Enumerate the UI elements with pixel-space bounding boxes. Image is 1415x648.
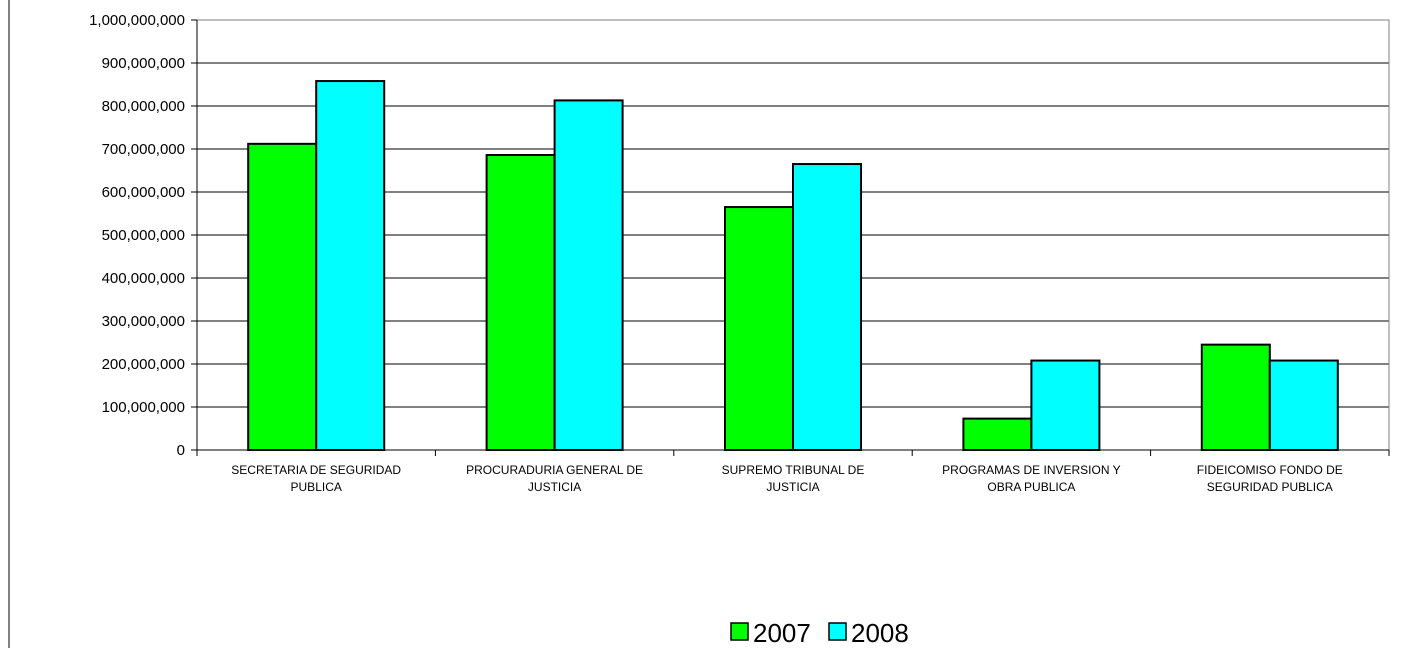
legend-label-2007: 2007	[753, 618, 811, 648]
y-tick-label: 200,000,000	[102, 356, 185, 373]
legend-label-2008: 2008	[851, 618, 909, 648]
bar-2007	[962, 417, 1033, 451]
bars	[247, 80, 1339, 452]
bar-2007	[247, 142, 318, 451]
category-label: JUSTICIA	[528, 480, 581, 494]
y-tick-label: 900,000,000	[102, 55, 185, 72]
category-label: OBRA PUBLICA	[987, 480, 1075, 494]
category-label: PROCURADURIA GENERAL DE	[466, 463, 643, 477]
y-tick-label: 400,000,000	[102, 270, 185, 287]
y-tick-label: 700,000,000	[102, 141, 185, 158]
y-axis-ticks: 0 100,000,000 200,000,000 300,000,000 400,00…	[89, 12, 197, 459]
legend-swatch-2008	[828, 622, 847, 641]
bar-2007	[724, 206, 794, 451]
bar-2008	[792, 163, 862, 452]
category-label: SEGURIDAD PUBLICA	[1207, 480, 1333, 494]
y-tick-label: 500,000,000	[102, 227, 185, 244]
category-labels: SECRETARIA DE SEGURIDAD PUBLICA PROCURADUR…	[231, 463, 1343, 494]
bar-2008	[553, 99, 624, 451]
legend: 2007 2008	[730, 618, 909, 648]
category-label: FIDEICOMISO FONDO DE	[1197, 463, 1343, 477]
category-label: JUSTICIA	[766, 480, 819, 494]
legend-swatch-2007	[730, 622, 749, 641]
bar-2008	[1268, 359, 1339, 451]
bar-2008	[315, 80, 386, 451]
bar-2007	[485, 154, 556, 452]
y-tick-label: 800,000,000	[102, 98, 185, 115]
y-tick-label: 1,000,000,000	[89, 12, 185, 29]
bar-2007	[1200, 343, 1271, 451]
category-label: PUBLICA	[291, 480, 342, 494]
category-label: SECRETARIA DE SEGURIDAD	[231, 463, 401, 477]
x-axis-ticks	[196, 450, 1390, 456]
y-tick-label: 0	[177, 442, 185, 459]
y-tick-label: 100,000,000	[102, 399, 185, 416]
y-tick-label: 600,000,000	[102, 184, 185, 201]
y-tick-label: 300,000,000	[102, 313, 185, 330]
bar-2008	[1030, 359, 1101, 451]
category-label: PROGRAMAS DE INVERSION Y	[942, 463, 1120, 477]
category-label: SUPREMO TRIBUNAL DE	[722, 463, 865, 477]
